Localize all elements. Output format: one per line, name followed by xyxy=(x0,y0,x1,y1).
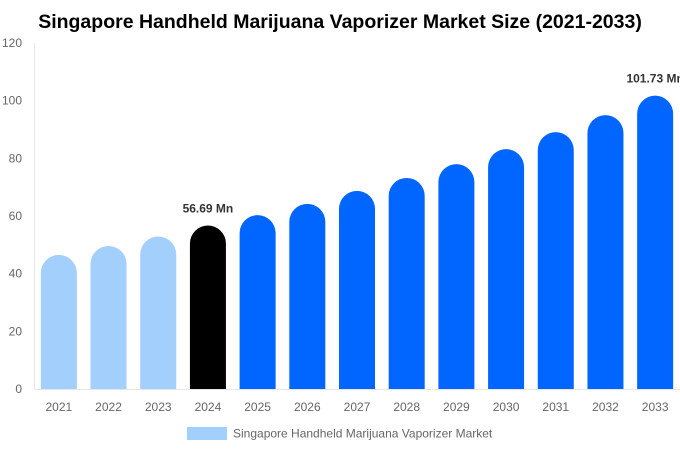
x-tick-label: 2031 xyxy=(542,400,569,414)
chart-title: Singapore Handheld Marijuana Vaporizer M… xyxy=(38,11,642,33)
annotations: 56.69 Mn 101.73 Mn xyxy=(183,72,680,216)
bar-2023 xyxy=(140,236,177,389)
x-axis: 2021 2022 2023 2024 2025 2026 2027 2028 2029 2030… xyxy=(34,389,680,414)
y-tick-label: 60 xyxy=(9,209,23,223)
bar-2022 xyxy=(90,245,127,389)
bar-2033 xyxy=(637,95,674,389)
x-tick-label: 2028 xyxy=(393,400,420,414)
data-label: 56.69 Mn xyxy=(183,202,234,216)
bar-2032 xyxy=(587,115,624,390)
legend[interactable]: Singapore Handheld Marijuana Vaporizer M… xyxy=(187,427,493,441)
legend-label: Singapore Handheld Marijuana Vaporizer M… xyxy=(233,427,493,441)
legend-swatch xyxy=(187,427,227,440)
bar-2024 xyxy=(189,225,226,389)
x-tick-label: 2032 xyxy=(592,400,619,414)
x-tick-label: 2024 xyxy=(195,400,222,414)
bar-2021 xyxy=(40,254,77,389)
bar-2031 xyxy=(537,132,574,389)
x-tick-label: 2022 xyxy=(95,400,122,414)
x-tick-label: 2021 xyxy=(45,400,72,414)
y-tick-label: 0 xyxy=(15,382,22,396)
y-axis: 0 20 40 60 80 100 120 xyxy=(2,36,35,396)
bar-2030 xyxy=(488,149,525,389)
x-tick-label: 2030 xyxy=(493,400,520,414)
x-tick-label: 2025 xyxy=(244,400,271,414)
x-tick-label: 2027 xyxy=(344,400,371,414)
bar-2028 xyxy=(388,177,425,389)
x-tick-label: 2033 xyxy=(642,400,669,414)
x-tick-label: 2023 xyxy=(145,400,172,414)
bar-2025 xyxy=(239,215,276,389)
data-label: 101.73 Mn xyxy=(626,72,680,86)
bar-2029 xyxy=(438,164,475,389)
y-tick-label: 20 xyxy=(9,324,23,338)
y-tick-label: 100 xyxy=(2,94,22,108)
bar-2027 xyxy=(339,190,375,389)
y-tick-label: 120 xyxy=(2,36,22,50)
bars xyxy=(40,95,674,390)
x-tick-label: 2026 xyxy=(294,400,321,414)
y-tick-label: 80 xyxy=(9,151,23,165)
x-tick-label: 2029 xyxy=(443,400,470,414)
bar-2026 xyxy=(289,203,326,389)
y-tick-label: 40 xyxy=(9,267,23,281)
